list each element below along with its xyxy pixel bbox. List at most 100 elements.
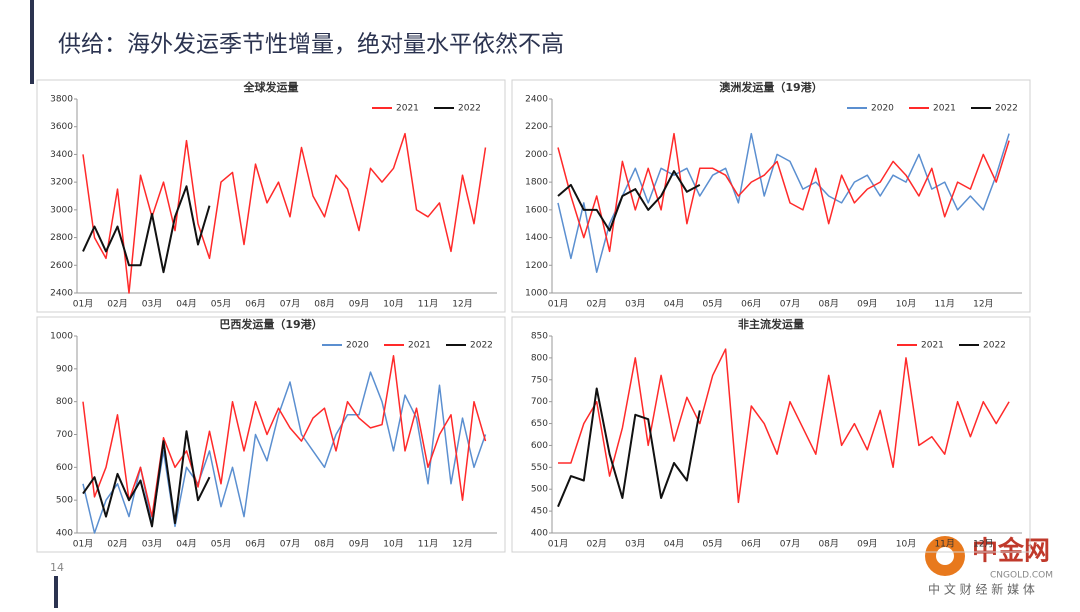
x-tick-label: 10月 <box>896 299 916 310</box>
x-tick-label: 02月 <box>107 539 127 550</box>
legend-label: 2022 <box>983 341 1006 351</box>
x-tick-label: 11月 <box>934 299 954 310</box>
x-tick-label: 11月 <box>418 539 438 550</box>
x-tick-label: 06月 <box>245 299 265 310</box>
x-tick-label: 06月 <box>245 539 265 550</box>
accent-bar <box>30 0 34 84</box>
slide-title: 供给：海外发运季节性增量，绝对量水平依然不高 <box>58 32 564 58</box>
x-tick-label: 11月 <box>418 299 438 310</box>
x-tick-label: 03月 <box>142 299 162 310</box>
series-line <box>557 132 1010 253</box>
y-tick-label: 800 <box>531 353 548 363</box>
x-tick-label: 08月 <box>818 539 838 550</box>
page-number: 14 <box>50 561 64 574</box>
y-tick-label: 550 <box>531 463 548 473</box>
x-tick-label: 05月 <box>702 299 722 310</box>
x-tick-label: 12月 <box>973 539 993 550</box>
y-tick-label: 600 <box>56 463 73 473</box>
y-tick-label: 800 <box>56 397 73 407</box>
x-tick-label: 01月 <box>548 539 568 550</box>
y-tick-label: 1200 <box>525 261 548 271</box>
x-tick-label: 02月 <box>586 299 606 310</box>
y-tick-label: 1000 <box>525 289 548 299</box>
x-tick-label: 09月 <box>857 539 877 550</box>
y-tick-label: 2400 <box>525 95 548 105</box>
legend-label: 2021 <box>921 341 944 351</box>
y-tick-label: 2200 <box>525 122 548 132</box>
x-tick-label: 08月 <box>314 539 334 550</box>
x-tick-label: 12月 <box>973 299 993 310</box>
y-tick-label: 3600 <box>50 122 73 132</box>
chart-title: 巴西发运量（19港） <box>219 317 322 331</box>
x-tick-label: 08月 <box>314 299 334 310</box>
legend-label: 2022 <box>470 341 493 351</box>
x-tick-label: 09月 <box>349 539 369 550</box>
series-line <box>82 185 211 274</box>
x-tick-label: 03月 <box>142 539 162 550</box>
x-tick-label: 10月 <box>383 299 403 310</box>
y-tick-label: 1600 <box>525 205 548 215</box>
x-tick-label: 03月 <box>625 539 645 550</box>
x-tick-label: 07月 <box>280 539 300 550</box>
y-tick-label: 850 <box>531 332 548 342</box>
series-line <box>557 170 701 232</box>
y-tick-label: 450 <box>531 507 548 517</box>
x-tick-label: 12月 <box>452 539 472 550</box>
x-tick-label: 07月 <box>780 539 800 550</box>
y-tick-label: 400 <box>531 529 548 539</box>
legend-label: 2021 <box>408 341 431 351</box>
x-tick-label: 01月 <box>548 299 568 310</box>
watermark-name: 中金网 <box>972 536 1050 567</box>
y-tick-label: 500 <box>531 485 548 495</box>
x-tick-label: 04月 <box>664 299 684 310</box>
x-tick-label: 06月 <box>741 539 761 550</box>
y-tick-label: 1000 <box>50 332 73 342</box>
chart-frame <box>511 79 1031 313</box>
accent-bar <box>54 576 58 608</box>
x-tick-label: 11月 <box>934 539 954 550</box>
y-tick-label: 500 <box>56 496 73 506</box>
y-tick-label: 750 <box>531 375 548 385</box>
chart-frame <box>36 316 506 553</box>
series-line <box>558 348 1010 504</box>
legend-label: 2020 <box>871 104 894 114</box>
x-tick-label: 04月 <box>664 539 684 550</box>
x-tick-label: 04月 <box>176 299 196 310</box>
series-line <box>82 354 487 518</box>
chart-title: 澳洲发运量（19港） <box>719 80 822 94</box>
y-tick-label: 700 <box>56 430 73 440</box>
y-tick-label: 650 <box>531 419 548 429</box>
legend-label: 2021 <box>933 104 956 114</box>
x-tick-label: 05月 <box>702 539 722 550</box>
y-tick-label: 2000 <box>525 150 548 160</box>
x-tick-label: 10月 <box>383 539 403 550</box>
series-line <box>557 387 701 508</box>
legend-label: 2022 <box>995 104 1018 114</box>
x-tick-label: 06月 <box>741 299 761 310</box>
x-tick-label: 02月 <box>107 299 127 310</box>
legend-label: 2022 <box>458 104 481 114</box>
legend-label: 2021 <box>396 104 419 114</box>
watermark-slogan: 中 文 财 经 新 媒 体 <box>928 582 1035 597</box>
x-tick-label: 10月 <box>896 539 916 550</box>
y-tick-label: 3400 <box>50 150 73 160</box>
y-tick-label: 900 <box>56 364 73 374</box>
series-line <box>82 430 211 528</box>
x-tick-label: 08月 <box>818 299 838 310</box>
y-tick-label: 1800 <box>525 178 548 188</box>
x-tick-label: 04月 <box>176 539 196 550</box>
x-tick-label: 09月 <box>349 299 369 310</box>
series-line <box>82 371 487 534</box>
x-tick-label: 01月 <box>73 299 93 310</box>
x-tick-label: 02月 <box>586 539 606 550</box>
logo <box>936 547 954 565</box>
legend-label: 2020 <box>346 341 369 351</box>
chart-title: 全球发运量 <box>243 80 299 94</box>
chart-title: 非主流发运量 <box>738 317 804 331</box>
y-tick-label: 2800 <box>50 233 73 243</box>
y-tick-label: 400 <box>56 529 73 539</box>
y-tick-label: 700 <box>531 397 548 407</box>
x-tick-label: 05月 <box>211 299 231 310</box>
y-tick-label: 2600 <box>50 261 73 271</box>
